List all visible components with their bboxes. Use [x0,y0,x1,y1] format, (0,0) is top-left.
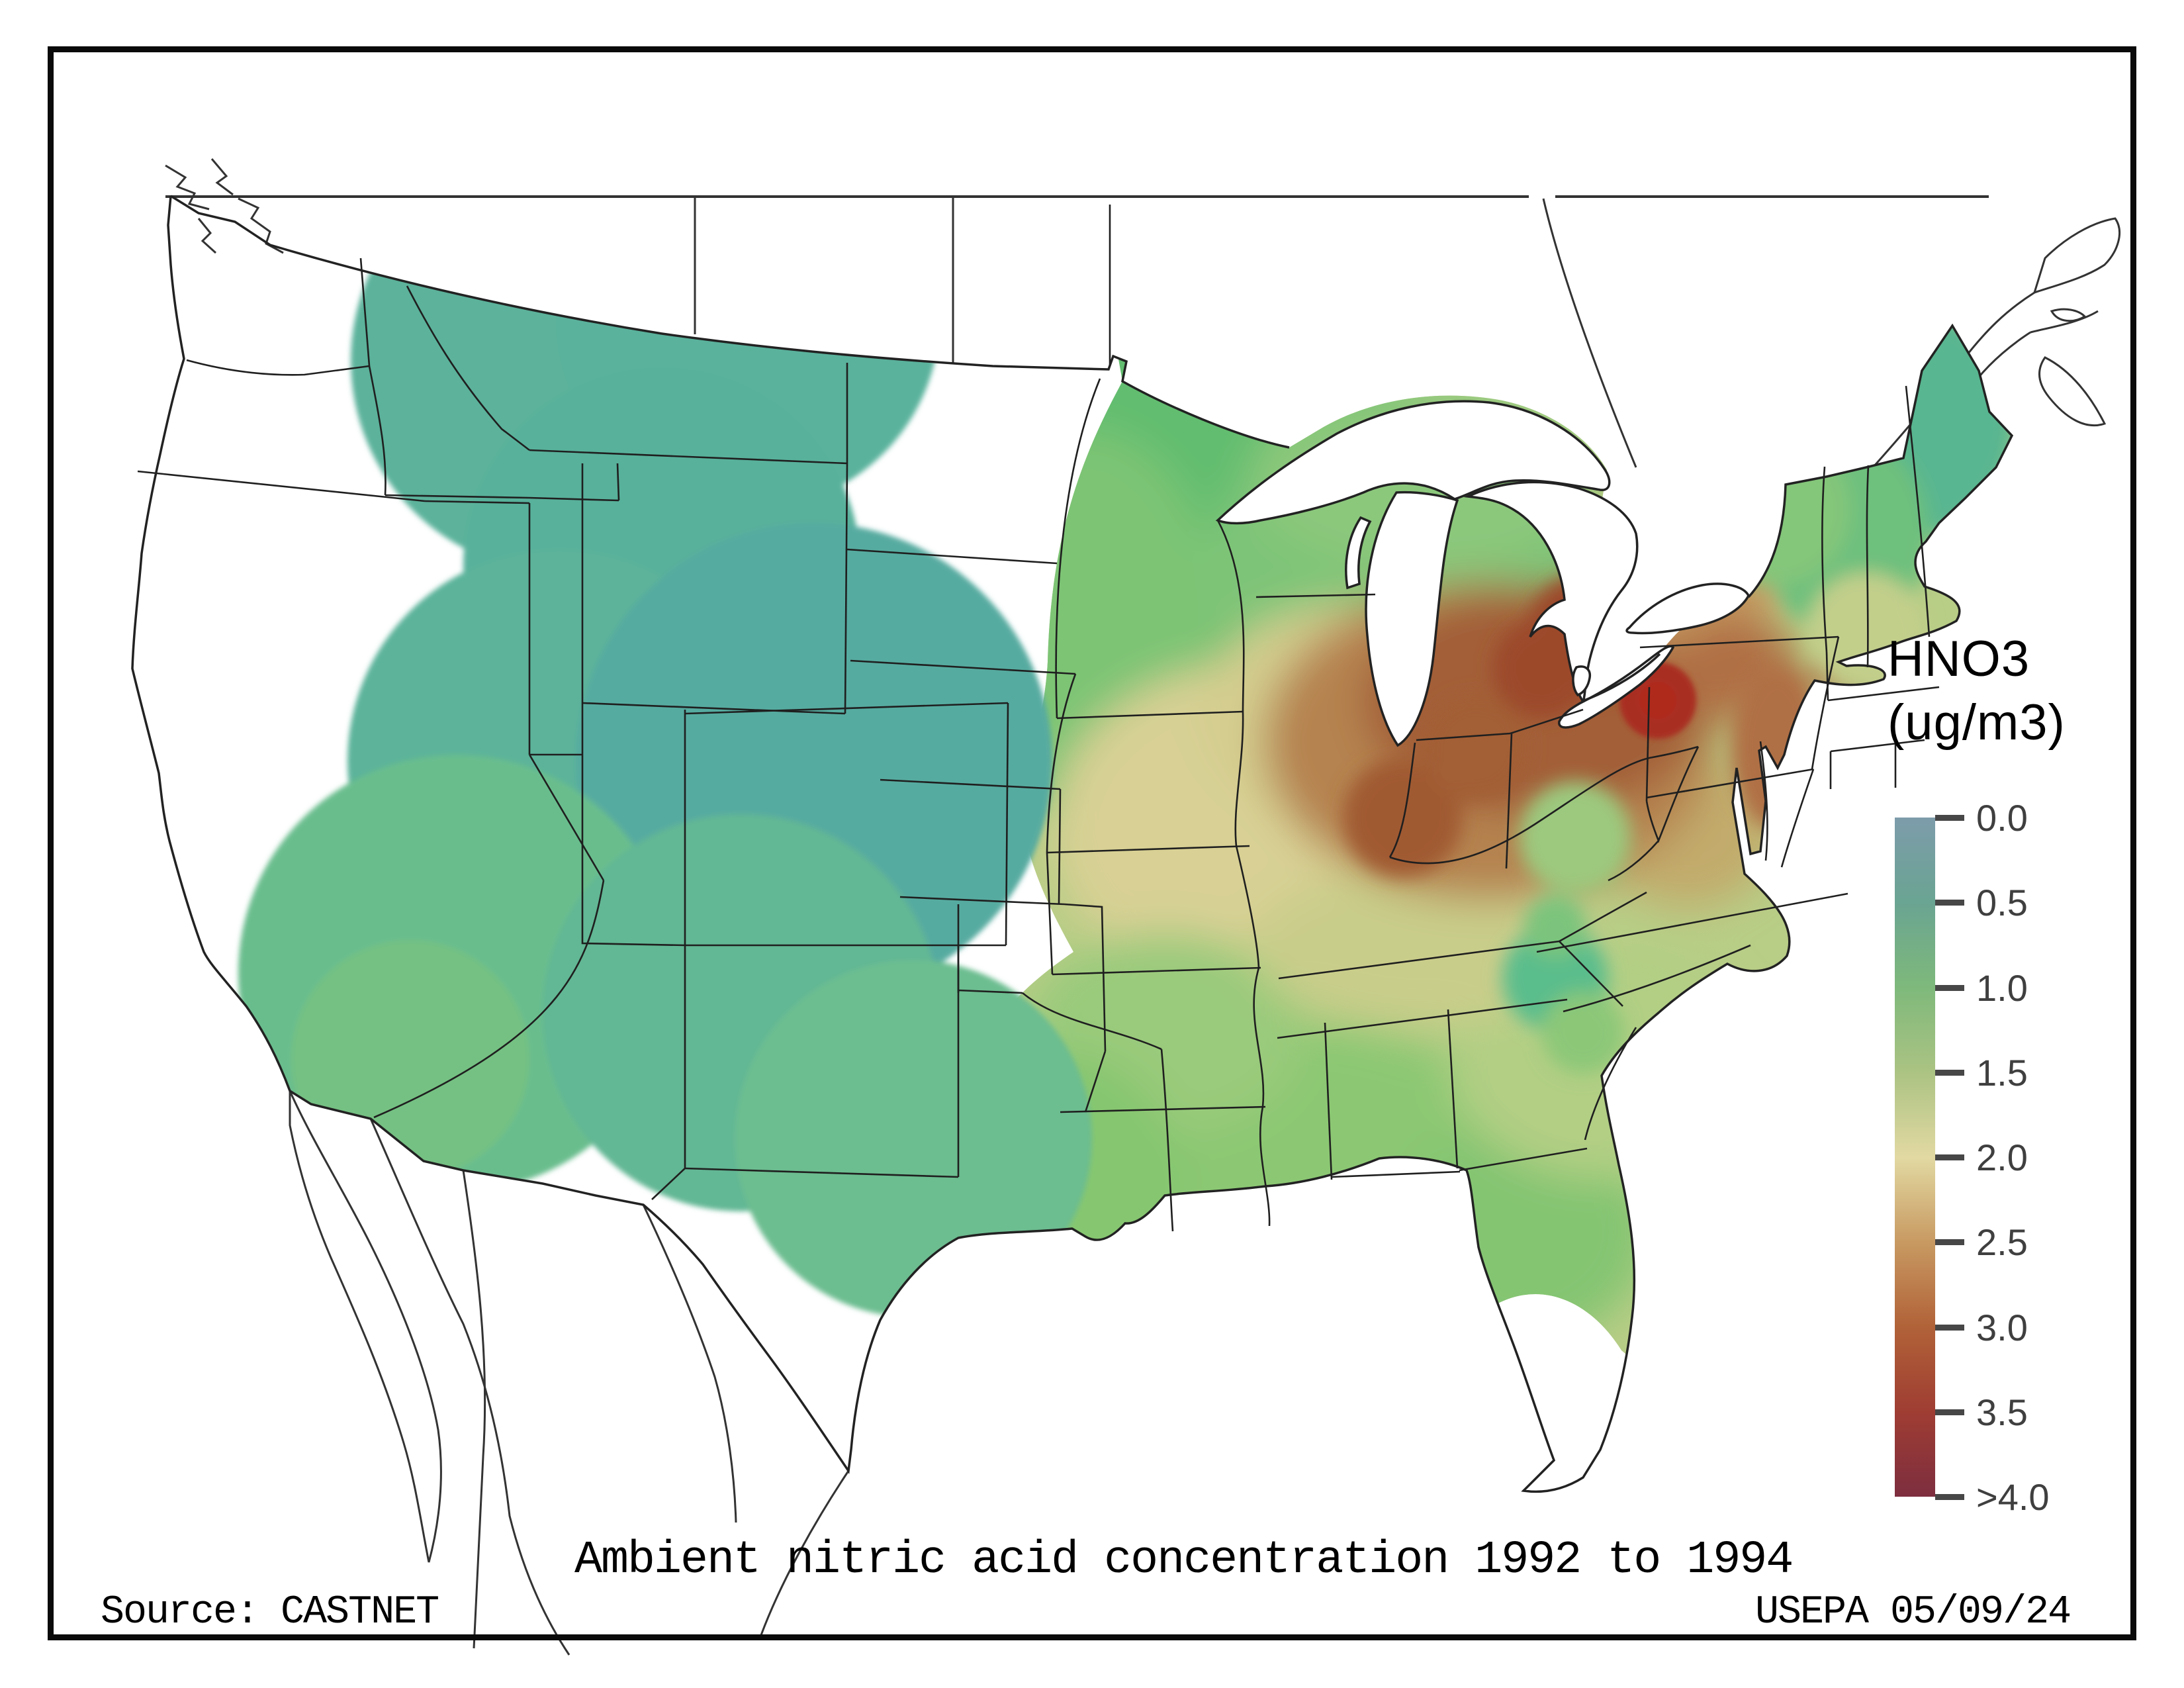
map-title: Ambient nitric acid concentration 1992 t… [574,1534,1794,1587]
legend-tick: 1.5 [1935,1052,2107,1094]
legend-tick: 1.0 [1935,967,2107,1009]
legend-tick-label: 1.0 [1976,966,2028,1009]
legend-tick-label: 2.5 [1976,1221,2028,1264]
state-boundaries [137,205,1940,1232]
legend-tick-label: 2.0 [1976,1137,2028,1178]
legend-tick-label: 0.5 [1976,882,2028,924]
source-note: Source: CASTNET [101,1590,439,1635]
legend-tick: 3.5 [1935,1391,2107,1433]
legend-tick: >4.0 [1935,1476,2107,1518]
legend-tick-mark [1935,1239,1964,1246]
legend-tick-mark [1935,900,1964,906]
legend-title: HNO3 (ug/m3) [1888,628,2066,755]
legend-tick-label: >4.0 [1976,1476,2050,1518]
legend-tick-mark [1935,984,1964,991]
legend-tick-mark [1935,1154,1964,1160]
us-outline [131,195,2014,1493]
neighbor-country-outlines [165,158,2120,1656]
legend-title-line1: HNO3 [1888,631,2030,687]
legend-tick: 2.0 [1935,1137,2107,1178]
legend-tick-mark [1935,1409,1964,1415]
legend-tick-label: 3.0 [1976,1306,2028,1348]
legend-tick-label: 0.0 [1976,797,2028,839]
legend-colorbar [1895,818,1935,1497]
legend-tick-mark [1935,1494,1964,1500]
agency-date-note: USEPA 05/09/24 [1755,1590,2071,1635]
legend-tick: 3.0 [1935,1307,2107,1348]
legend-tick: 0.0 [1935,797,2107,839]
map-frame-border [48,46,2136,1640]
legend-tick: 2.5 [1935,1221,2107,1263]
legend-tick-mark [1935,1324,1964,1331]
legend-tick-mark [1935,1069,1964,1076]
legend-tick-label: 1.5 [1976,1051,2028,1094]
great-lakes [1215,400,1750,747]
legend-tick-label: 3.5 [1976,1391,2028,1433]
legend-tick: 0.5 [1935,882,2107,923]
legend-tick-mark [1935,815,1964,821]
legend-title-line2: (ug/m3) [1888,694,2066,751]
